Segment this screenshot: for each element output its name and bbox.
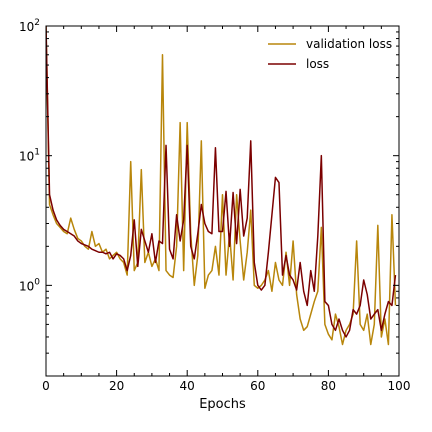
x-tick-label: 100 — [388, 379, 411, 393]
x-tick-label: 80 — [321, 379, 336, 393]
x-tick-label: 0 — [42, 379, 50, 393]
y-tick-label: 100 — [19, 277, 40, 293]
y-tick-base: 10 — [19, 279, 34, 293]
y-tick-label: 102 — [19, 18, 40, 34]
legend-label: loss — [306, 57, 329, 71]
y-tick-exponent: 1 — [34, 148, 40, 158]
y-tick-base: 10 — [19, 20, 34, 34]
legend-label: validation loss — [306, 37, 392, 51]
series-line-loss — [46, 26, 397, 338]
y-tick-exponent: 2 — [34, 18, 40, 28]
y-tick-exponent: 0 — [34, 277, 40, 287]
x-tick-label: 40 — [180, 379, 195, 393]
x-axis-title: Epochs — [199, 397, 246, 412]
x-tick-label: 60 — [250, 379, 265, 393]
y-tick-base: 10 — [19, 150, 34, 164]
legend: validation loss loss — [268, 37, 392, 71]
x-tick-label: 20 — [109, 379, 124, 393]
y-tick-label: 101 — [19, 148, 40, 164]
series-line-validation-loss — [46, 26, 397, 346]
plot-frame — [45, 25, 400, 377]
